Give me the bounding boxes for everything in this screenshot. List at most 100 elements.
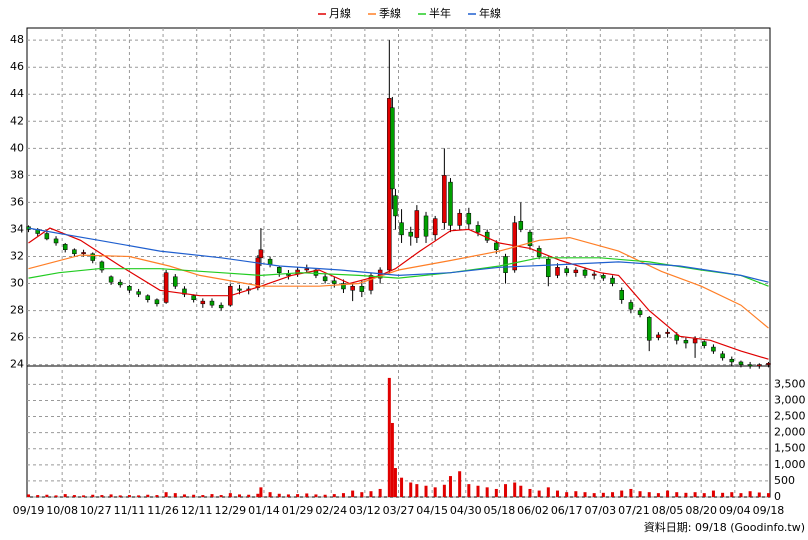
x-tick-label: 06/17 <box>551 504 583 517</box>
y2-tick-label: 500 <box>774 474 795 487</box>
x-tick-label: 04/30 <box>450 504 482 517</box>
candle-body <box>738 361 744 365</box>
x-tick-label: 10/27 <box>80 504 112 517</box>
volume-bar <box>629 488 633 497</box>
volume-bar <box>146 494 150 497</box>
volume-bar <box>210 494 214 497</box>
candle-body <box>582 269 588 276</box>
x-tick-label: 09/18 <box>753 504 785 517</box>
y-tick-label: 48 <box>10 33 24 46</box>
volume-bar <box>748 491 752 497</box>
volume-bar <box>442 484 446 497</box>
volume-bar <box>332 494 336 497</box>
volume-bar <box>390 422 394 497</box>
volume-bar <box>387 377 391 497</box>
candle-body <box>304 268 310 271</box>
candle-body <box>127 285 132 291</box>
candle-body <box>173 276 178 287</box>
volume-bar <box>675 492 679 497</box>
y-tick-label: 42 <box>10 114 24 127</box>
x-tick-label: 09/04 <box>719 504 751 517</box>
volume-bar <box>219 495 223 497</box>
y2-tick-label: 0 <box>774 490 781 503</box>
legend-label: 季線 <box>379 6 401 20</box>
x-tick-label: 01/14 <box>248 504 280 517</box>
volume-bar <box>277 493 281 497</box>
volume-bar <box>424 485 428 497</box>
volume-bar <box>476 485 480 497</box>
volume-bar <box>656 493 660 497</box>
y-tick-label: 38 <box>10 168 24 181</box>
x-tick-label: 11/26 <box>147 504 179 517</box>
candle-body <box>390 107 395 190</box>
volume-bar <box>574 491 578 497</box>
volume-bar <box>100 495 104 497</box>
ma-line <box>28 227 769 283</box>
y2-tick-label: 1,000 <box>774 458 806 471</box>
candle-body <box>656 334 661 338</box>
candle-body <box>683 340 689 344</box>
candle-body <box>494 242 499 250</box>
x-tick-label: 11/11 <box>114 504 146 517</box>
legend-label: 月線 <box>329 6 351 20</box>
candle-body <box>267 258 273 265</box>
volume-bar <box>45 494 49 497</box>
volume-bar <box>555 490 559 497</box>
volume-bar <box>448 476 452 497</box>
candle-body <box>729 358 735 363</box>
volume-bar <box>305 493 309 497</box>
x-tick-label: 08/20 <box>685 504 717 517</box>
candle-body <box>368 275 374 291</box>
candle-body <box>591 273 597 276</box>
volume-bar <box>137 495 141 497</box>
y-tick-label: 40 <box>10 141 24 154</box>
volume-bar <box>91 494 95 497</box>
candle-body <box>637 310 643 315</box>
candle-body <box>423 215 429 237</box>
candle-body <box>341 283 346 290</box>
y2-tick-label: 2,000 <box>774 426 806 439</box>
candle-body <box>665 331 670 334</box>
volume-bar <box>27 494 31 497</box>
candle-body <box>414 210 420 238</box>
volume-bar <box>739 493 743 497</box>
y-tick-label: 36 <box>10 195 24 208</box>
volume-bar <box>341 493 345 497</box>
candle-body <box>766 363 771 365</box>
candle-body <box>610 277 615 284</box>
volume-bar <box>228 493 232 497</box>
volume-bar <box>173 493 177 497</box>
candle-body <box>457 212 462 226</box>
volume-bar <box>415 484 419 497</box>
x-tick-label: 04/15 <box>416 504 448 517</box>
legend-label: 半年 <box>429 6 451 20</box>
candle-body <box>350 285 355 291</box>
footer: 資料日期: 09/18 (Goodinfo.tw) <box>644 520 805 534</box>
y-tick-label: 46 <box>10 60 24 73</box>
y2-tick-label: 2,500 <box>774 410 806 423</box>
candle-body <box>399 222 404 236</box>
volume-bar <box>323 494 327 497</box>
candle-body <box>408 231 413 237</box>
legend-label: 年線 <box>479 6 501 20</box>
volume-bar <box>369 491 373 497</box>
candle-body <box>237 288 242 291</box>
x-tick-label: 02/24 <box>315 504 347 517</box>
volume-bar <box>467 484 471 497</box>
volume-bar <box>528 488 532 497</box>
volume-bar <box>611 492 615 497</box>
candle-body <box>72 249 77 255</box>
x-tick-label: 08/05 <box>652 504 684 517</box>
candle-body <box>332 280 337 284</box>
volume-bar <box>201 495 205 497</box>
candle-body <box>81 252 86 255</box>
volume-bar <box>766 493 770 497</box>
volume-bar <box>647 492 651 497</box>
volume-bar <box>351 490 355 497</box>
volume-bar <box>192 494 196 497</box>
volume-bar <box>155 495 159 497</box>
x-tick-label: 05/18 <box>484 504 516 517</box>
candle-body <box>573 269 579 273</box>
volume-bar <box>378 488 382 497</box>
y2-tick-label: 3,500 <box>774 377 806 390</box>
